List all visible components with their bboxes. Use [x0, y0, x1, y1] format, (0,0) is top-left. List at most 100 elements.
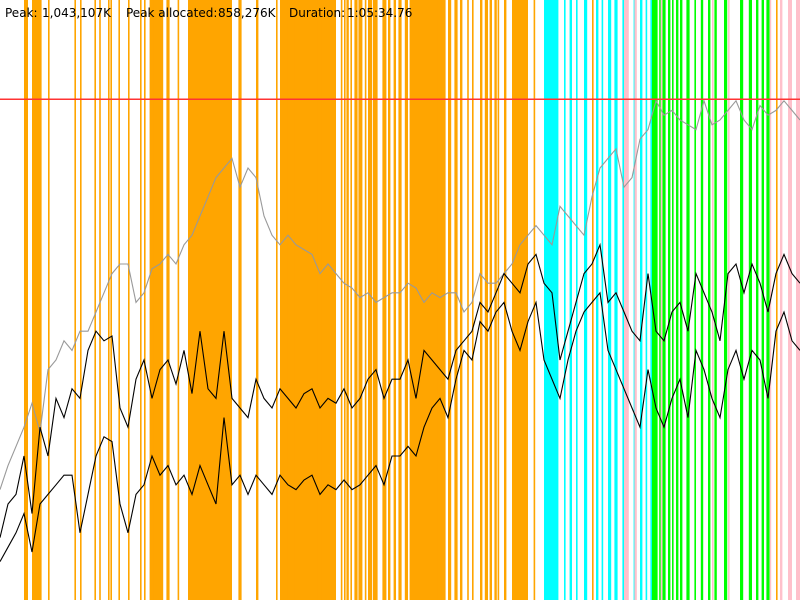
phase-band [94, 0, 96, 600]
phase-band [776, 0, 778, 600]
phase-band [354, 0, 358, 600]
phase-band [48, 0, 50, 600]
phase-band [680, 0, 683, 600]
phase-band [328, 0, 330, 600]
phase-band [276, 0, 278, 600]
duration-label: Duration: [289, 6, 345, 20]
phase-band [118, 0, 120, 600]
phase-band [153, 0, 156, 600]
phase-band [256, 0, 259, 600]
phase-band [350, 0, 352, 600]
phase-band [426, 0, 428, 600]
peak-allocated-label: Peak allocated: [126, 6, 217, 20]
phase-band [660, 0, 663, 600]
phase-band [340, 0, 343, 600]
phase-band [714, 0, 717, 600]
phase-band [40, 0, 42, 600]
series-line-3 [0, 291, 800, 562]
phase-band [398, 0, 402, 600]
phase-band [382, 0, 387, 600]
phase-band [364, 0, 367, 600]
peak-label: Peak: [5, 6, 38, 20]
phase-band [144, 0, 146, 600]
phase-band [662, 0, 666, 600]
phase-band [497, 0, 500, 600]
phase-band [99, 0, 101, 600]
phase-band [766, 0, 770, 600]
phase-band [177, 0, 180, 600]
phase-band [128, 0, 130, 600]
phase-band [368, 0, 372, 600]
phase-band [437, 0, 440, 600]
phase-band [308, 0, 310, 600]
phase-band [194, 0, 200, 600]
phase-band [489, 0, 492, 600]
peak-allocated-value: 858,276K [218, 6, 277, 20]
phase-band [724, 0, 728, 600]
phase-band [344, 0, 346, 600]
phase-band [358, 0, 363, 600]
phase-band [708, 0, 711, 600]
phase-band [564, 0, 566, 600]
phase-band [238, 0, 242, 600]
phase-band [672, 0, 674, 600]
phase-band [796, 0, 800, 600]
phase-band [596, 0, 599, 600]
phase-band [304, 0, 306, 600]
phase-band [652, 0, 658, 600]
phase-band [634, 0, 637, 600]
phase-band [686, 0, 690, 600]
phase-band [533, 0, 536, 600]
phase-band [388, 0, 391, 600]
header-stats: Peak: 1,043,107K Peak allocated: 858,276… [5, 6, 412, 20]
phase-band [441, 0, 446, 600]
phase-band [614, 0, 618, 600]
phase-band [376, 0, 378, 600]
phase-band [700, 0, 704, 600]
phase-band [346, 0, 349, 600]
phase-band [748, 0, 752, 600]
phase-band [32, 0, 41, 600]
series-lines [0, 98, 800, 562]
phase-band [676, 0, 679, 600]
phase-band [108, 0, 110, 600]
phase-band [659, 0, 661, 600]
phase-band [404, 0, 408, 600]
phase-band [601, 0, 604, 600]
phase-band [544, 0, 559, 600]
phase-band [393, 0, 396, 600]
phase-band [780, 0, 783, 600]
peak-value: 1,043,107K [42, 6, 112, 20]
phase-band [460, 0, 463, 600]
phase-band [728, 0, 730, 600]
phase-band [569, 0, 572, 600]
phase-band [484, 0, 488, 600]
phase-band [292, 0, 295, 600]
phase-band [504, 0, 507, 600]
phase-band [149, 0, 164, 600]
phase-band [494, 0, 497, 600]
phase-band [756, 0, 759, 600]
phase-band [622, 0, 625, 600]
phase-band [592, 0, 594, 600]
phase-band [645, 0, 648, 600]
phase-band [74, 0, 76, 600]
phase-band [321, 0, 324, 600]
phase-band [188, 0, 190, 600]
phase-band [110, 0, 112, 600]
series-line-2 [0, 242, 800, 538]
phase-band [480, 0, 483, 600]
phase-band [584, 0, 588, 600]
series-line-1 [0, 98, 800, 490]
phase-band [166, 0, 170, 600]
phase-band [300, 0, 302, 600]
duration-value: 1:05:34.76 [347, 6, 412, 20]
phase-band [80, 0, 82, 600]
phase-band [140, 0, 142, 600]
phase-band [624, 0, 629, 600]
phase-band [448, 0, 452, 600]
phase-band [761, 0, 764, 600]
phase-band [694, 0, 696, 600]
phase-band [668, 0, 671, 600]
